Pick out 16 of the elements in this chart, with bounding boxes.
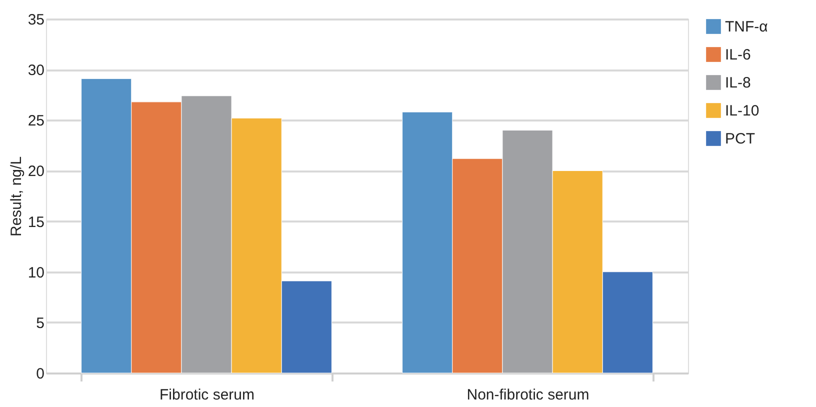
y-axis-title: Result, ng/L — [8, 156, 25, 237]
legend-label: TNF-α — [725, 18, 768, 36]
y-tick-label: 15 — [28, 214, 44, 231]
y-tick-label: 0 — [36, 366, 44, 382]
legend-label: IL-6 — [725, 46, 751, 64]
y-tick-label: 35 — [28, 12, 44, 28]
legend-label: IL-8 — [725, 74, 751, 92]
y-tick-label: 5 — [36, 314, 44, 332]
x-tick-label: Fibrotic serum — [159, 386, 255, 404]
y-tick-label: 10 — [28, 264, 44, 282]
legend-label: IL-10 — [725, 102, 760, 120]
y-tick-label: 25 — [28, 112, 44, 130]
y-tick-label: 20 — [28, 163, 44, 180]
x-tick-label: Non-fibrotic serum — [466, 386, 590, 404]
y-tick-label: 30 — [28, 62, 44, 80]
legend-label: PCT — [725, 130, 755, 148]
